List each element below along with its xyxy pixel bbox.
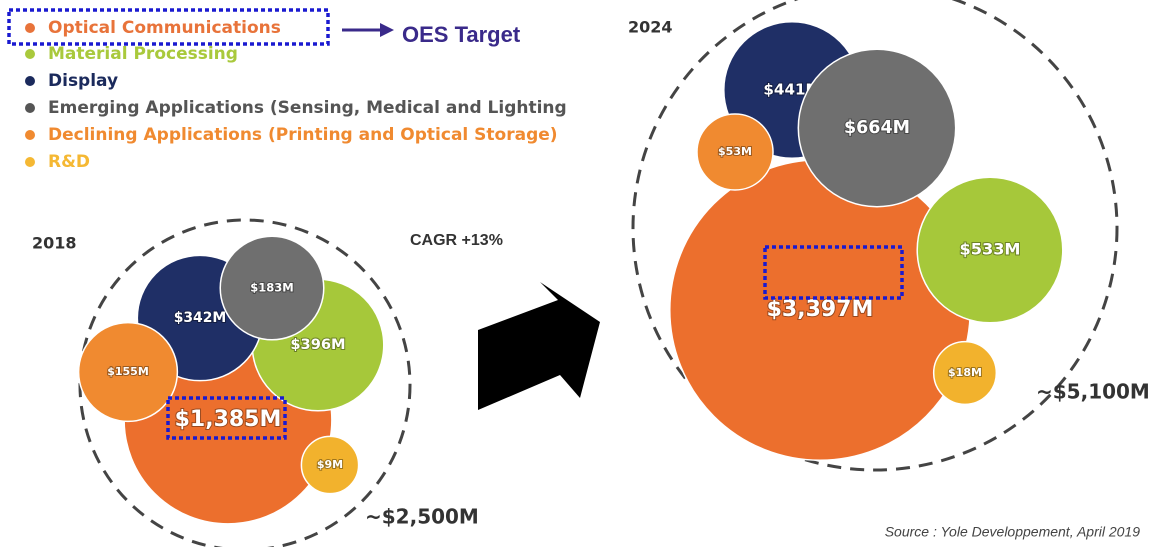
growth-arrow (478, 282, 600, 410)
legend-dot (25, 103, 35, 113)
total-label: ~$2,500M (365, 505, 479, 529)
highlight-box (166, 396, 287, 440)
bubble (77, 321, 179, 423)
bubble-label: $3,397M (767, 297, 874, 322)
legend-label: R&D (48, 152, 90, 172)
bubble (916, 176, 1064, 324)
legend-dot (25, 157, 35, 167)
source: Source : Yole Developpement, April 2019 (885, 524, 1140, 540)
bubble-label: $9M (317, 458, 343, 471)
legend-dot (25, 49, 35, 59)
legend-label: Emerging Applications (Sensing, Medical … (48, 98, 567, 118)
bubble-label: $396M (290, 336, 345, 353)
bubble (696, 113, 774, 191)
bubble-label: $155M (107, 365, 149, 378)
bubble (797, 48, 957, 208)
chart-title: 2024 (628, 18, 673, 37)
bubble-label: $1,385M (175, 407, 282, 432)
bubble-label: $533M (959, 240, 1020, 259)
bubble (932, 340, 998, 406)
legend-dot (25, 23, 35, 33)
legend-dot (25, 130, 35, 140)
highlight-box (763, 245, 904, 300)
target-arrowhead (380, 23, 394, 37)
total-label: ~$5,100M (1036, 380, 1150, 404)
legend-label: Display (48, 71, 118, 91)
bubble-label: $664M (844, 118, 910, 138)
bubble (219, 235, 325, 341)
cagr-label: CAGR +13% (410, 232, 503, 249)
bubbles: $1,385M $396M $342M $183M $155M $9M $3,397M $53… (77, 21, 1064, 525)
total-outline (631, 0, 1119, 472)
legend: Optical Communications Material Processin… (25, 18, 567, 172)
legend-dot (25, 76, 35, 86)
target-box (7, 8, 330, 46)
legend-label: Material Processing (48, 44, 238, 64)
bubble-label: $18M (948, 366, 982, 379)
bubble-label: $342M (174, 310, 227, 326)
legend-label: Declining Applications (Printing and Opt… (48, 125, 558, 145)
target-label: OES Target (402, 22, 521, 47)
bubble-label: $183M (250, 281, 293, 295)
bubble-label: $53M (718, 145, 752, 158)
chart-title: 2018 (32, 234, 77, 253)
legend-label: Optical Communications (48, 18, 281, 38)
bubble (300, 435, 360, 495)
